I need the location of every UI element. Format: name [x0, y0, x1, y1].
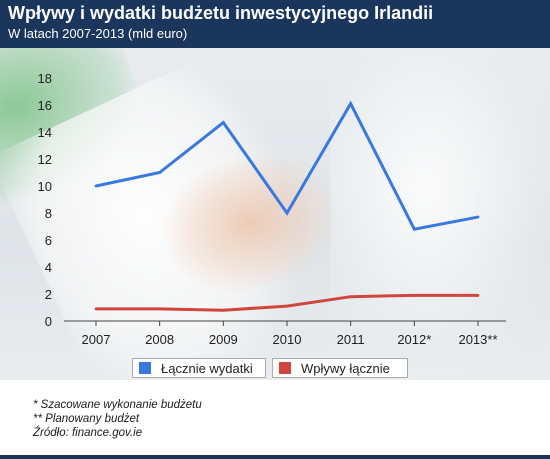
y-tick-label: 18 — [38, 71, 52, 86]
legend-label-expenses: Łącznie wydatki — [161, 360, 253, 376]
x-tick-label: 2010 — [273, 332, 302, 347]
data-point-revenues — [285, 304, 289, 308]
x-tick-label: 2013** — [458, 332, 497, 347]
series-line-revenues — [96, 293, 478, 312]
y-axis: 0 2 4 6 8 10 12 14 16 18 — [38, 71, 52, 329]
y-tick-label: 12 — [38, 152, 52, 167]
x-axis: 2007 2008 2009 2010 2011 2012* 2013** — [64, 320, 506, 347]
legend-label-revenues: Wpływy łącznie — [301, 360, 390, 376]
y-tick-label: 8 — [45, 206, 52, 221]
chart-subtitle: W latach 2007-2013 (mld euro) — [8, 26, 188, 41]
data-point-expenses — [476, 215, 480, 219]
bottom-bar — [0, 455, 550, 459]
y-tick-label: 14 — [38, 125, 52, 140]
legend-item-expenses: Łącznie wydatki — [132, 358, 266, 378]
data-point-revenues — [158, 307, 162, 311]
data-point-expenses — [158, 171, 162, 174]
legend-swatch-expenses — [139, 362, 151, 374]
x-tick-label: 2007 — [82, 332, 111, 347]
data-point-revenues — [349, 295, 353, 299]
y-tick-label: 0 — [45, 314, 52, 329]
x-tick-label: 2012* — [397, 332, 431, 347]
chart-legend: Łącznie wydatki Wpływy łącznie — [0, 358, 550, 380]
footnote-planned: ** Planowany budżet — [33, 413, 140, 425]
line-chart: 0 2 4 6 8 10 12 14 16 18 2007 2008 2009 2010 2011 2012… — [38, 71, 506, 347]
data-point-revenues — [221, 308, 225, 312]
background-light-area — [330, 48, 550, 380]
data-point-revenues — [476, 293, 480, 297]
y-tick-label: 6 — [45, 233, 52, 248]
data-point-revenues — [94, 307, 98, 311]
data-point-expenses — [412, 227, 416, 231]
chart-title: Wpływy i wydatki budżetu inwestycyjnego … — [8, 3, 434, 23]
y-tick-label: 10 — [38, 179, 52, 194]
y-tick-label: 4 — [45, 260, 52, 275]
series-layer — [94, 100, 480, 312]
chart-header: Wpływy i wydatki budżetu inwestycyjnego … — [0, 0, 550, 48]
chart-background-photo — [0, 48, 550, 380]
x-tick-label: 2008 — [145, 332, 174, 347]
data-point-expenses — [349, 102, 353, 106]
legend-swatch-revenues — [279, 362, 291, 374]
y-tick-label: 16 — [38, 98, 52, 113]
data-point-expenses — [94, 184, 98, 188]
x-tick-label: 2011 — [337, 332, 365, 347]
data-point-expenses — [221, 121, 225, 124]
data-point-revenues — [412, 293, 416, 297]
series-line-expenses — [95, 100, 479, 231]
footnotes: * Szacowane wykonanie budżetu ** Planowa… — [33, 398, 202, 440]
legend-item-revenues: Wpływy łącznie — [272, 358, 408, 378]
data-point-expenses — [285, 211, 289, 215]
x-tick-label: 2009 — [209, 332, 238, 347]
y-tick-label: 2 — [45, 287, 52, 302]
footnote-estimated: * Szacowane wykonanie budżetu — [33, 399, 202, 411]
footnote-source: Źródło: finance.gov.ie — [33, 427, 143, 439]
